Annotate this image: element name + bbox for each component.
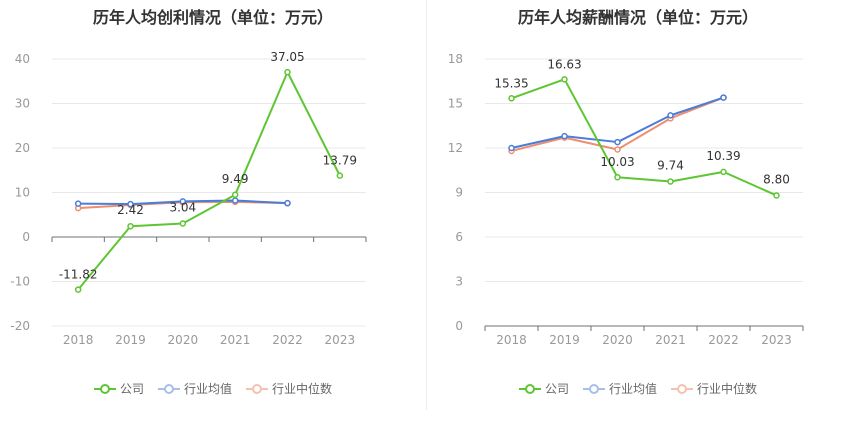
data-point-industry-median: [614, 146, 621, 153]
y-tick-label: 30: [15, 97, 30, 111]
legend-line-icon: [93, 383, 116, 395]
legend-item-industry-median[interactable]: 行业中位数: [671, 380, 757, 397]
data-point-industry-avg: [127, 200, 134, 208]
y-tick-label: 15: [448, 97, 463, 111]
legend-line-icon: [518, 383, 541, 395]
x-tick-label: 2020: [602, 333, 633, 347]
x-tick-label: 2021: [655, 333, 686, 347]
data-label: 3.04: [169, 200, 196, 214]
data-point-company: [614, 173, 621, 181]
legend-label: 公司: [119, 382, 144, 396]
x-tick-label: 2022: [708, 333, 739, 347]
data-point-company: [127, 222, 134, 230]
y-tick-label: 6: [455, 230, 463, 244]
data-label: 9.49: [222, 172, 249, 186]
data-label: 16.63: [547, 57, 581, 71]
chart-title: 历年人均创利情况（单位：万元）: [92, 8, 333, 27]
data-label: 37.05: [270, 50, 304, 64]
y-tick-label: 18: [448, 52, 463, 66]
legend-item-industry-avg[interactable]: 行业均值: [582, 380, 657, 397]
data-point-industry-avg: [179, 198, 187, 205]
y-tick-label: 3: [455, 275, 463, 289]
x-tick-label: 2022: [272, 333, 303, 347]
data-point-company: [508, 95, 515, 102]
legend-label: 行业均值: [608, 382, 657, 396]
profit-chart: 40 30 20 10 0 -10 -20 2018 2019 2020 2021 2022 2023 -…: [10, 50, 367, 347]
data-point-company: [284, 68, 291, 76]
data-point-company: [773, 192, 780, 199]
data-point-industry-avg: [508, 144, 515, 152]
y-tick-label: 12: [448, 141, 463, 155]
legend-label: 行业均值: [183, 382, 232, 396]
x-tick-label: 2018: [496, 333, 527, 347]
x-tick-label: 2023: [761, 333, 792, 347]
salary-chart: 18 15 12 9 6 3 0 2018 2019 2020 2021 2022 2023 15.35 1…: [448, 52, 804, 347]
y-tick-label: 10: [15, 186, 30, 200]
data-point-company: [667, 178, 674, 185]
data-point-company: [74, 286, 82, 293]
data-point-company: [231, 191, 239, 199]
data-label: 13.79: [323, 154, 357, 168]
data-point-industry-avg: [231, 197, 239, 204]
data-point-company: [720, 168, 727, 176]
legend-label: 行业中位数: [272, 382, 333, 396]
x-tick-label: 2020: [168, 333, 199, 347]
data-label: 9.74: [657, 159, 684, 173]
y-tick-label: 20: [15, 141, 30, 155]
y-tick-label: 40: [15, 52, 30, 66]
x-tick-label: 2018: [63, 333, 94, 347]
data-point-company: [561, 76, 568, 83]
legend-item-company[interactable]: 公司: [93, 380, 144, 397]
x-tick-label: 2019: [115, 333, 146, 347]
panel-divider: [426, 0, 427, 410]
legend-label: 公司: [544, 382, 569, 396]
series-line-company: [511, 78, 777, 197]
data-label: 10.39: [706, 149, 740, 163]
data-label: 8.80: [763, 172, 790, 186]
legend-item-company[interactable]: 公司: [518, 380, 569, 397]
chart-panel-profit: 历年人均创利情况（单位：万元） 40 30 20 10 0 -10 -20 2018 2019 2…: [0, 8, 426, 397]
chart-panel-salary: 历年人均薪酬情况（单位：万元） 18 15 12 9 6 3 0 2018 2019 2020 20…: [426, 0, 850, 436]
data-label: -11.82: [59, 268, 98, 282]
legend-item-industry-median[interactable]: 行业中位数: [246, 380, 332, 397]
x-tick-label: 2021: [220, 333, 251, 347]
y-tick-label: -20: [10, 319, 30, 333]
data-label: 10.03: [600, 155, 634, 169]
legend-line-icon: [157, 383, 180, 395]
legend-line-icon: [246, 383, 268, 395]
data-point-industry-avg: [614, 138, 621, 146]
data-label: 15.35: [494, 76, 528, 90]
data-point-company: [179, 220, 187, 227]
x-tick-label: 2023: [325, 333, 356, 347]
y-tick-label: 0: [22, 230, 30, 244]
y-tick-label: 0: [455, 319, 463, 333]
y-tick-label: 9: [455, 186, 463, 200]
chart-title: 历年人均薪酬情况（单位：万元）: [517, 8, 758, 27]
data-point-industry-avg: [667, 112, 674, 119]
legend: 公司 行业均值 行业中位数: [0, 380, 426, 397]
series-line-company: [77, 71, 341, 291]
legend-label: 行业中位数: [697, 382, 758, 396]
y-tick-label: -10: [10, 275, 30, 289]
data-point-industry-avg: [74, 200, 82, 207]
data-point-company: [336, 172, 344, 179]
legend-line-icon: [671, 383, 693, 395]
data-point-industry-avg: [284, 199, 291, 207]
data-point-industry-avg: [561, 132, 568, 140]
x-tick-label: 2019: [549, 333, 580, 347]
data-label: 2.42: [117, 203, 144, 217]
legend: 公司 行业均值 行业中位数: [426, 380, 850, 397]
legend-line-icon: [582, 383, 605, 395]
legend-item-industry-avg[interactable]: 行业均值: [157, 380, 232, 397]
data-point-industry-avg: [720, 94, 727, 101]
